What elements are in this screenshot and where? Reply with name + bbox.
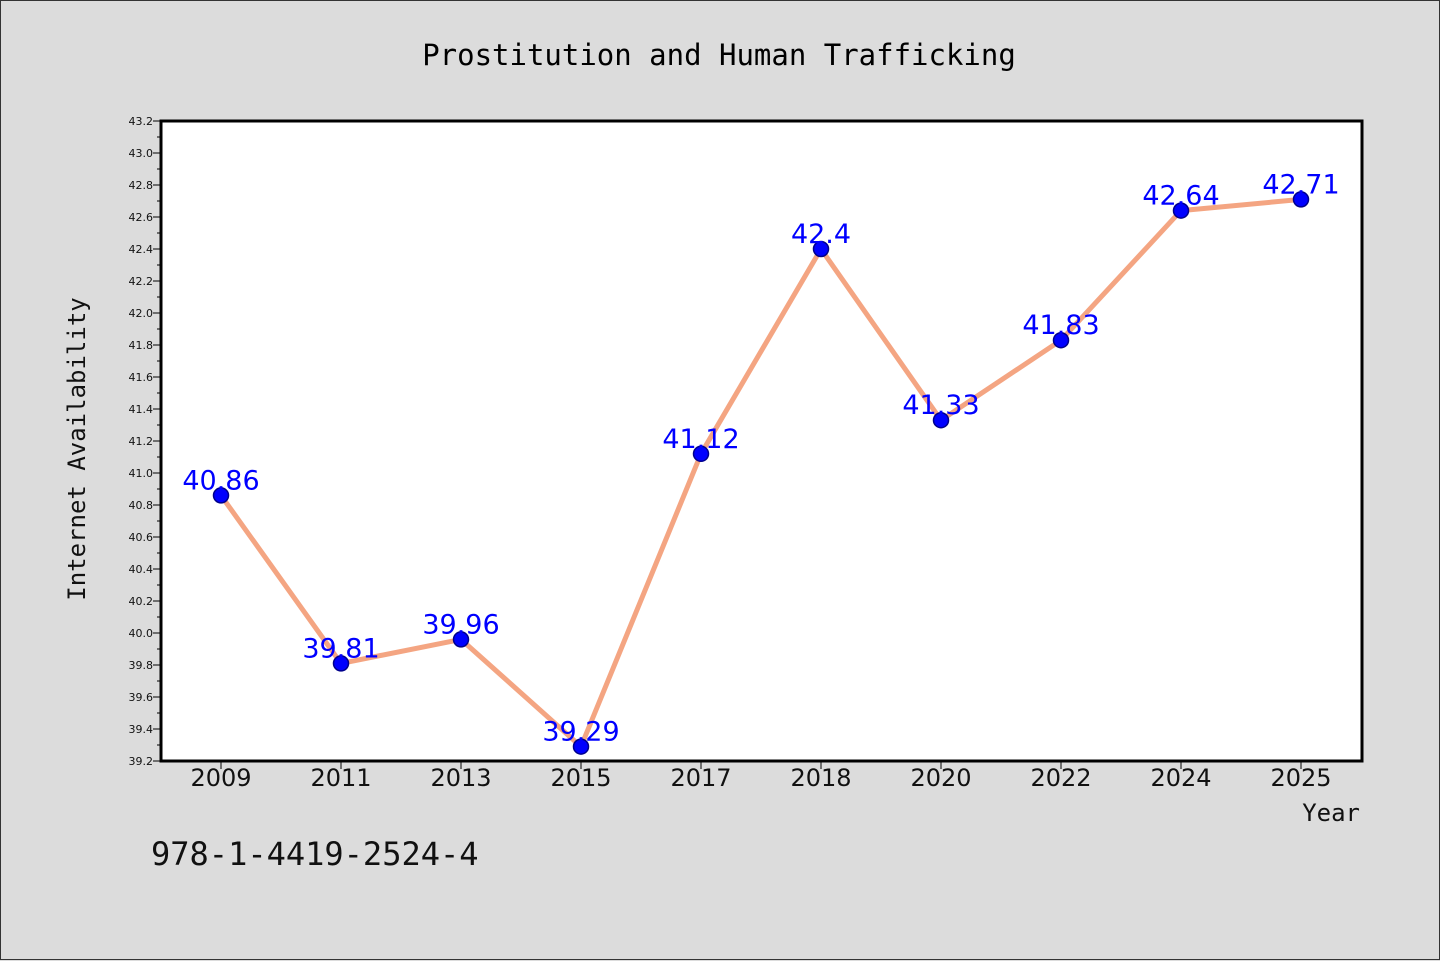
y-tick-label: 39.8 <box>129 659 154 672</box>
series-layer: 40.86 39.81 39.96 39.29 41.12 42.4 41.33 41.83 4… <box>182 169 1340 755</box>
data-point <box>932 411 950 429</box>
x-axis-title: Year <box>1302 799 1360 827</box>
y-tick-label: 42.2 <box>129 275 154 288</box>
data-point <box>1052 331 1070 349</box>
y-tick-label: 41.2 <box>129 435 154 448</box>
plot-border <box>159 119 1364 763</box>
y-axis-title: Internet Availability <box>63 297 91 600</box>
x-axis-ticks: 2009 2011 2013 2015 2017 2018 2020 2022 2024 2025 <box>190 761 1332 792</box>
y-tick-label: 40.0 <box>129 627 154 640</box>
y-tick-label: 41.6 <box>129 371 154 384</box>
data-point <box>572 738 590 755</box>
data-point <box>332 655 350 672</box>
y-tick-label: 40.2 <box>129 595 154 608</box>
x-tick-label: 2025 <box>1270 764 1331 792</box>
y-tick-label: 40.4 <box>129 563 154 576</box>
data-label: 40.86 <box>182 465 259 496</box>
y-tick-label: 41.4 <box>129 403 154 416</box>
y-tick-label: 39.6 <box>129 691 154 704</box>
y-tick-label: 40.8 <box>129 499 154 512</box>
data-label: 41.33 <box>902 390 979 421</box>
y-tick-label: 40.6 <box>129 531 154 544</box>
data-label: 42.4 <box>791 219 851 250</box>
y-tick-label: 41.8 <box>129 339 154 352</box>
data-label: 41.83 <box>1022 310 1099 341</box>
y-tick-label: 43.2 <box>129 115 154 128</box>
x-tick-label: 2013 <box>430 764 491 792</box>
data-label: 42.64 <box>1142 181 1219 212</box>
data-point <box>452 631 470 648</box>
data-label: 39.81 <box>302 633 379 664</box>
x-tick-label: 2009 <box>190 764 251 792</box>
x-tick-label: 2024 <box>1150 764 1211 792</box>
y-tick-label: 42.4 <box>129 243 154 256</box>
x-tick-label: 2011 <box>310 764 371 792</box>
data-point <box>692 445 710 463</box>
x-tick-label: 2015 <box>550 764 611 792</box>
data-label: 41.12 <box>662 424 739 455</box>
x-tick-label: 2022 <box>1030 764 1091 792</box>
data-point <box>812 240 830 258</box>
chart-title: Prostitution and Human Trafficking <box>422 38 1016 72</box>
y-tick-label: 43.0 <box>129 147 154 160</box>
y-tick-label: 42.8 <box>129 179 154 192</box>
x-tick-label: 2018 <box>790 764 851 792</box>
y-tick-label: 41.0 <box>129 467 154 480</box>
data-label: 39.29 <box>542 717 619 748</box>
y-tick-label: 42.6 <box>129 211 154 224</box>
data-point <box>212 487 230 504</box>
data-label: 39.96 <box>422 609 499 640</box>
y-axis-ticks: 39.2 39.4 39.6 39.8 40.0 40.2 40.4 40.6 40.8 41.0… <box>129 115 161 768</box>
x-tick-label: 2017 <box>670 764 731 792</box>
series-line <box>218 196 1304 750</box>
data-point <box>1172 202 1190 219</box>
y-tick-label: 39.4 <box>129 723 154 736</box>
y-tick-label: 42.0 <box>129 307 154 320</box>
y-tick-label: 39.2 <box>129 755 154 768</box>
x-tick-label: 2020 <box>910 764 971 792</box>
footer-isbn: 978-1-4419-2524-4 <box>151 835 479 873</box>
data-point <box>1292 191 1310 208</box>
data-label: 42.71 <box>1262 169 1339 200</box>
